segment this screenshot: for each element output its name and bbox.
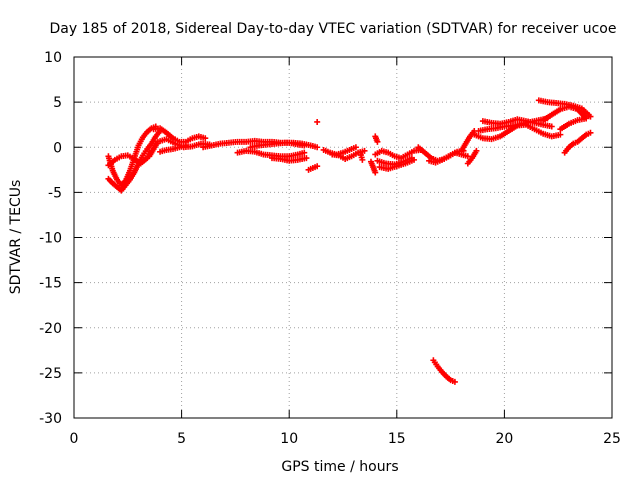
grid-lines bbox=[74, 57, 612, 418]
data-point bbox=[583, 115, 590, 122]
y-tick-label: -10 bbox=[39, 231, 62, 247]
data-point bbox=[361, 147, 368, 154]
series-arc-15 bbox=[357, 149, 366, 163]
data-point bbox=[202, 135, 209, 142]
y-tick-label: 5 bbox=[53, 95, 62, 111]
series-arc-17 bbox=[372, 133, 381, 145]
series-arc-18 bbox=[372, 146, 424, 162]
series-arc-30 bbox=[557, 115, 590, 133]
series-arc-24 bbox=[464, 147, 480, 167]
data-point bbox=[303, 155, 310, 162]
x-axis-ticks: 0 5 10 15 20 25 bbox=[70, 57, 621, 447]
series-arc-32 bbox=[430, 357, 458, 385]
data-point bbox=[182, 142, 189, 149]
series-arc-10 bbox=[268, 155, 310, 164]
data-series bbox=[105, 97, 594, 385]
data-point bbox=[314, 144, 321, 151]
x-tick-label: 0 bbox=[70, 431, 79, 447]
x-tick-label: 25 bbox=[603, 431, 621, 447]
series-arc-20 bbox=[376, 156, 418, 172]
y-tick-label: -15 bbox=[39, 276, 62, 292]
series-arc-3 bbox=[105, 147, 155, 169]
data-point bbox=[301, 149, 308, 156]
y-tick-label: 0 bbox=[53, 140, 62, 156]
series-arc-29 bbox=[540, 103, 590, 124]
series-arc-2 bbox=[105, 128, 164, 194]
data-point bbox=[411, 156, 418, 163]
data-point bbox=[473, 147, 480, 154]
y-tick-label: -20 bbox=[39, 321, 62, 337]
series-arc-12 bbox=[314, 118, 321, 125]
x-tick-label: 5 bbox=[177, 431, 186, 447]
series-arc-6 bbox=[157, 142, 189, 155]
series-arc-27 bbox=[479, 116, 555, 130]
y-axis-ticks: 10 5 0 -5 -10 -15 -20 -25 -30 bbox=[39, 50, 612, 427]
series-arc-11 bbox=[305, 163, 321, 173]
series-arc-9 bbox=[247, 139, 321, 151]
plot-frame bbox=[73, 56, 613, 419]
series-arc-16 bbox=[367, 158, 379, 176]
data-point bbox=[587, 129, 594, 136]
data-point bbox=[464, 153, 471, 160]
x-axis-label: GPS time / hours bbox=[281, 459, 398, 475]
data-point bbox=[374, 138, 381, 145]
data-point bbox=[548, 123, 555, 130]
y-tick-label: -30 bbox=[39, 411, 62, 427]
data-point bbox=[352, 144, 359, 151]
chart-title: Day 185 of 2018, Sidereal Day-to-day VTE… bbox=[50, 21, 617, 37]
data-point bbox=[451, 378, 458, 385]
data-point bbox=[359, 156, 366, 163]
y-axis-label: SDTVAR / TECUs bbox=[8, 180, 24, 295]
data-point bbox=[557, 131, 564, 138]
data-point bbox=[587, 113, 594, 120]
data-point bbox=[372, 169, 379, 176]
data-point bbox=[314, 163, 321, 170]
x-tick-label: 15 bbox=[388, 431, 406, 447]
series-arc-31 bbox=[561, 129, 594, 156]
x-tick-label: 20 bbox=[495, 431, 513, 447]
y-tick-label: -5 bbox=[48, 185, 62, 201]
y-tick-label: 10 bbox=[44, 50, 62, 66]
data-point bbox=[314, 118, 321, 125]
x-tick-label: 10 bbox=[280, 431, 298, 447]
series-arc-5 bbox=[150, 125, 209, 145]
y-tick-label: -25 bbox=[39, 366, 62, 382]
